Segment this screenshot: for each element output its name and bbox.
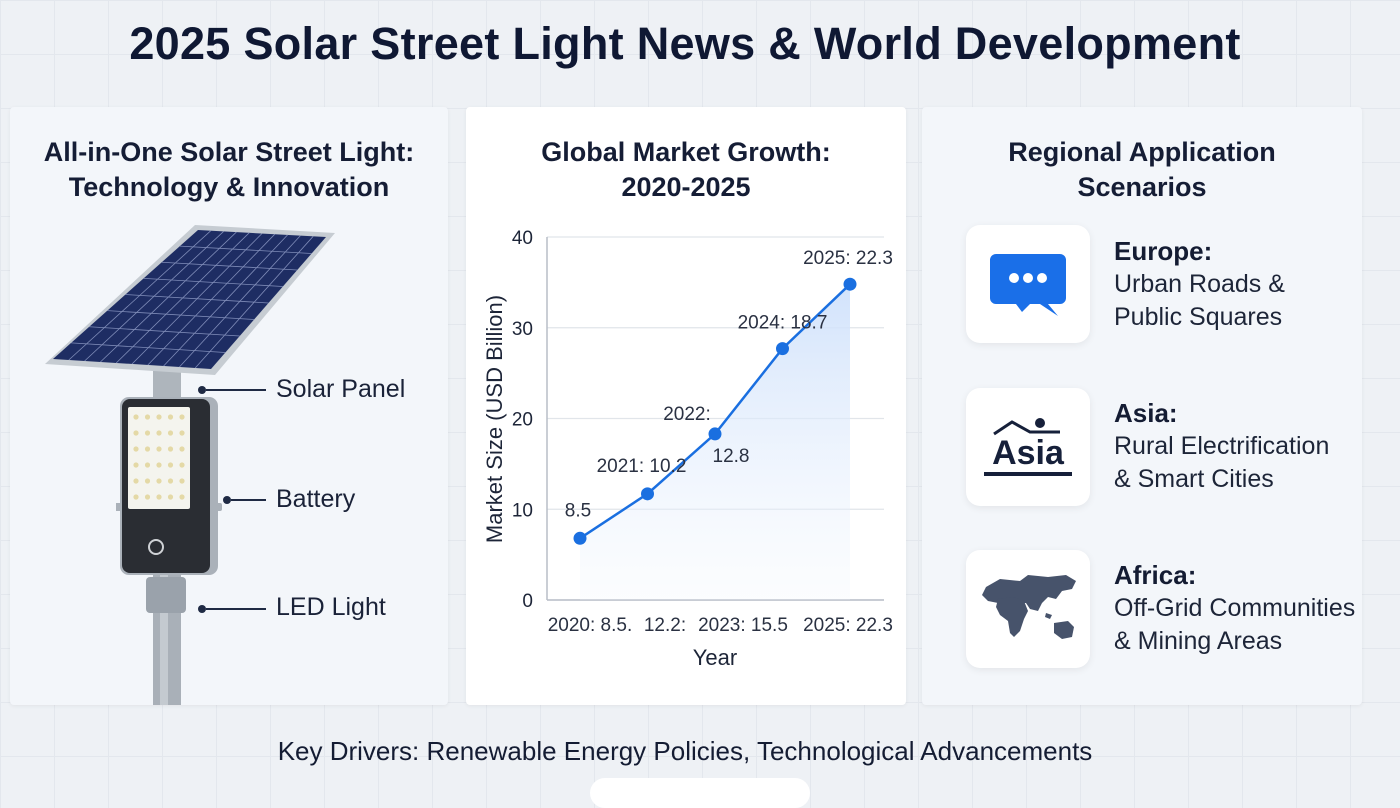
world-map-icon	[982, 575, 1076, 639]
y-axis-label: Market Size (USD Billion)	[482, 295, 507, 543]
europe-icon-box	[966, 225, 1090, 343]
technology-panel: All-in-One Solar Street Light: Technolog…	[10, 107, 448, 705]
callout-dot	[223, 496, 231, 504]
region-name: Asia:	[1114, 398, 1178, 428]
area-fill	[580, 284, 850, 600]
callout-solar-panel: Solar Panel	[276, 375, 406, 403]
region-desc: Urban Roads &	[1114, 270, 1285, 298]
title-line: 2020-2025	[621, 172, 751, 202]
callout-line	[206, 608, 266, 610]
title-line: Technology & Innovation	[68, 172, 390, 202]
x-tick-label: 12.2:	[644, 615, 686, 636]
key-drivers-text: Key Drivers: Renewable Energy Policies, …	[277, 736, 1093, 766]
callout-battery: Battery	[276, 485, 356, 513]
data-point	[708, 427, 722, 441]
region-desc: Off-Grid Communities	[1114, 594, 1356, 622]
market-growth-chart: Market Size (USD Billion) Year 0 10 20 30 40…	[482, 228, 893, 670]
chart-panel: Global Market Growth: 2020-2025 Market S…	[466, 107, 906, 705]
title-line: All-in-One Solar Street Light:	[43, 137, 415, 167]
page-title: 2025 Solar Street Light News & World Dev…	[129, 18, 1241, 69]
asia-logo-icon: Asia	[984, 418, 1072, 476]
region-desc: & Smart Cities	[1114, 465, 1274, 493]
region-desc: & Mining Areas	[1114, 627, 1283, 655]
data-label: 2021: 10.2	[597, 456, 687, 477]
data-label: 8.5	[565, 500, 591, 521]
data-point	[843, 277, 857, 291]
region-desc: Public Squares	[1114, 303, 1283, 331]
callout-line	[206, 389, 266, 391]
data-point	[641, 487, 654, 501]
africa-icon-box	[966, 550, 1090, 668]
x-tick-label: 2025: 22.3	[803, 615, 893, 636]
region-desc: Rural Electrification	[1114, 432, 1330, 460]
y-tick-label: 30	[512, 319, 533, 340]
data-point	[776, 342, 789, 356]
y-tick-label: 10	[512, 500, 533, 521]
chart-title: Global Market Growth: 2020-2025	[466, 135, 906, 205]
solar-street-light-illustration	[45, 225, 335, 705]
y-tick-label: 20	[512, 410, 533, 431]
region-europe: Europe: Urban Roads & Public Squares	[1114, 235, 1285, 334]
technology-panel-title: All-in-One Solar Street Light: Technolog…	[10, 135, 448, 205]
y-tick-label: 0	[522, 591, 533, 612]
callout-dot	[198, 386, 206, 394]
callout-dot	[198, 605, 206, 613]
callout-led-light: LED Light	[276, 593, 386, 621]
data-point	[573, 531, 587, 545]
data-label: 2025: 22.3	[803, 248, 893, 269]
title-line: Global Market Growth:	[541, 137, 831, 167]
chat-bubble-icon	[990, 254, 1066, 316]
asia-icon-box: Asia	[966, 388, 1090, 506]
title-line: Regional Application	[1008, 137, 1276, 167]
region-asia: Asia: Rural Electrification & Smart Citi…	[1114, 397, 1329, 496]
x-axis-label: Year	[693, 645, 737, 670]
title-line: Scenarios	[1077, 172, 1207, 202]
data-label: 2022:	[663, 404, 711, 425]
data-label: 12.8	[713, 446, 750, 467]
x-tick-label: 2020: 8.5.	[548, 615, 633, 636]
region-africa: Africa: Off-Grid Communities & Mining Ar…	[1114, 559, 1355, 658]
x-tick-label: 2023: 15.5	[698, 615, 788, 636]
regions-panel-title: Regional Application Scenarios	[922, 135, 1362, 205]
callout-line	[231, 499, 266, 501]
bottom-pill	[590, 778, 810, 808]
data-label: 2024: 18.7	[738, 313, 828, 334]
y-tick-label: 40	[512, 228, 533, 249]
region-name: Europe:	[1114, 236, 1213, 266]
region-name: Africa:	[1114, 560, 1197, 590]
regions-panel: Regional Application Scenarios Europe: U…	[922, 107, 1362, 705]
asia-logo-text: Asia	[992, 434, 1065, 472]
